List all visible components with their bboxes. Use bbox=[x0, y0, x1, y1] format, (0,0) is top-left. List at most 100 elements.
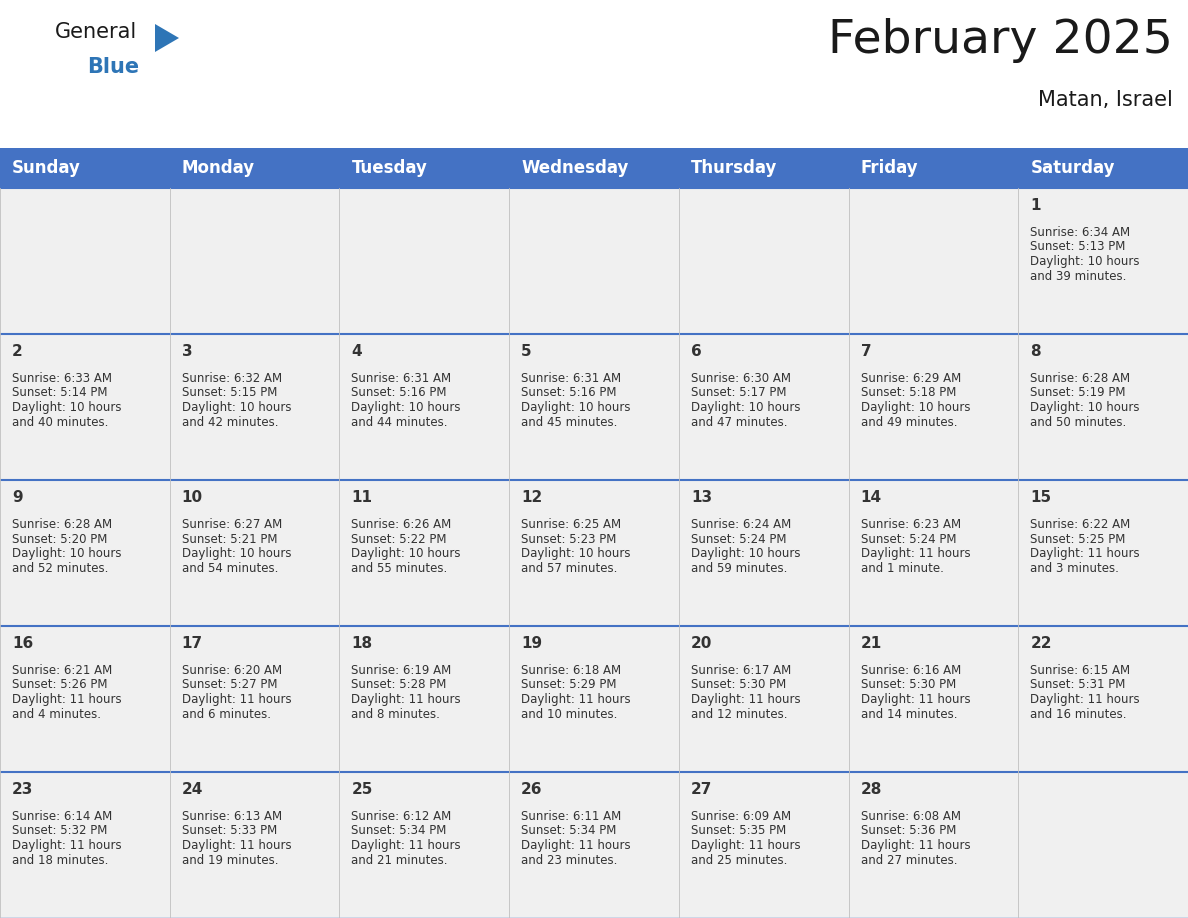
Text: Sunrise: 6:11 AM: Sunrise: 6:11 AM bbox=[522, 810, 621, 823]
Text: Sunrise: 6:20 AM: Sunrise: 6:20 AM bbox=[182, 664, 282, 677]
Text: 10: 10 bbox=[182, 490, 203, 505]
Text: Sunset: 5:17 PM: Sunset: 5:17 PM bbox=[691, 386, 786, 399]
Text: Sunrise: 6:23 AM: Sunrise: 6:23 AM bbox=[860, 518, 961, 531]
Text: Sunset: 5:23 PM: Sunset: 5:23 PM bbox=[522, 532, 617, 545]
Text: 23: 23 bbox=[12, 782, 33, 797]
Text: and 49 minutes.: and 49 minutes. bbox=[860, 416, 958, 429]
Text: 17: 17 bbox=[182, 636, 203, 651]
Text: Sunset: 5:18 PM: Sunset: 5:18 PM bbox=[860, 386, 956, 399]
Text: and 1 minute.: and 1 minute. bbox=[860, 562, 943, 575]
Polygon shape bbox=[154, 24, 179, 52]
Text: 8: 8 bbox=[1030, 344, 1041, 359]
Text: Sunrise: 6:17 AM: Sunrise: 6:17 AM bbox=[691, 664, 791, 677]
Text: and 52 minutes.: and 52 minutes. bbox=[12, 562, 108, 575]
Text: Sunset: 5:36 PM: Sunset: 5:36 PM bbox=[860, 824, 956, 837]
Bar bbox=[0, 480, 1188, 626]
Text: Daylight: 11 hours: Daylight: 11 hours bbox=[1030, 547, 1140, 560]
Text: Sunset: 5:31 PM: Sunset: 5:31 PM bbox=[1030, 678, 1126, 691]
Text: Sunset: 5:27 PM: Sunset: 5:27 PM bbox=[182, 678, 277, 691]
Text: Sunrise: 6:12 AM: Sunrise: 6:12 AM bbox=[352, 810, 451, 823]
Text: and 8 minutes.: and 8 minutes. bbox=[352, 708, 441, 721]
Text: Monday: Monday bbox=[182, 159, 255, 177]
Text: and 27 minutes.: and 27 minutes. bbox=[860, 854, 958, 867]
Text: Sunrise: 6:18 AM: Sunrise: 6:18 AM bbox=[522, 664, 621, 677]
Text: Daylight: 11 hours: Daylight: 11 hours bbox=[860, 839, 971, 852]
Text: Daylight: 11 hours: Daylight: 11 hours bbox=[691, 839, 801, 852]
Text: Sunset: 5:30 PM: Sunset: 5:30 PM bbox=[691, 678, 786, 691]
Text: Daylight: 10 hours: Daylight: 10 hours bbox=[860, 401, 971, 414]
Text: Sunset: 5:21 PM: Sunset: 5:21 PM bbox=[182, 532, 277, 545]
Text: and 57 minutes.: and 57 minutes. bbox=[522, 562, 618, 575]
Text: Daylight: 11 hours: Daylight: 11 hours bbox=[1030, 693, 1140, 706]
Text: Sunrise: 6:33 AM: Sunrise: 6:33 AM bbox=[12, 372, 112, 385]
Text: Sunset: 5:29 PM: Sunset: 5:29 PM bbox=[522, 678, 617, 691]
Text: Sunrise: 6:30 AM: Sunrise: 6:30 AM bbox=[691, 372, 791, 385]
Text: Sunrise: 6:21 AM: Sunrise: 6:21 AM bbox=[12, 664, 112, 677]
Text: Sunrise: 6:28 AM: Sunrise: 6:28 AM bbox=[12, 518, 112, 531]
Text: 3: 3 bbox=[182, 344, 192, 359]
Text: and 54 minutes.: and 54 minutes. bbox=[182, 562, 278, 575]
Text: Wednesday: Wednesday bbox=[522, 159, 628, 177]
Text: Sunset: 5:19 PM: Sunset: 5:19 PM bbox=[1030, 386, 1126, 399]
Text: Sunset: 5:20 PM: Sunset: 5:20 PM bbox=[12, 532, 107, 545]
Text: Sunset: 5:35 PM: Sunset: 5:35 PM bbox=[691, 824, 786, 837]
Text: Daylight: 11 hours: Daylight: 11 hours bbox=[860, 547, 971, 560]
Text: 13: 13 bbox=[691, 490, 712, 505]
Text: and 25 minutes.: and 25 minutes. bbox=[691, 854, 788, 867]
Text: Daylight: 11 hours: Daylight: 11 hours bbox=[182, 693, 291, 706]
Text: 15: 15 bbox=[1030, 490, 1051, 505]
Text: 22: 22 bbox=[1030, 636, 1051, 651]
Text: 5: 5 bbox=[522, 344, 532, 359]
Text: Daylight: 10 hours: Daylight: 10 hours bbox=[691, 547, 801, 560]
Text: and 18 minutes.: and 18 minutes. bbox=[12, 854, 108, 867]
Text: Sunrise: 6:34 AM: Sunrise: 6:34 AM bbox=[1030, 226, 1131, 239]
Text: Sunset: 5:24 PM: Sunset: 5:24 PM bbox=[860, 532, 956, 545]
Text: 21: 21 bbox=[860, 636, 881, 651]
Text: and 14 minutes.: and 14 minutes. bbox=[860, 708, 958, 721]
Text: Daylight: 11 hours: Daylight: 11 hours bbox=[12, 839, 121, 852]
Text: Sunrise: 6:16 AM: Sunrise: 6:16 AM bbox=[860, 664, 961, 677]
Text: Daylight: 10 hours: Daylight: 10 hours bbox=[522, 401, 631, 414]
Text: Thursday: Thursday bbox=[691, 159, 777, 177]
Text: 27: 27 bbox=[691, 782, 713, 797]
Text: Sunrise: 6:24 AM: Sunrise: 6:24 AM bbox=[691, 518, 791, 531]
Text: Sunrise: 6:27 AM: Sunrise: 6:27 AM bbox=[182, 518, 282, 531]
Text: Sunrise: 6:13 AM: Sunrise: 6:13 AM bbox=[182, 810, 282, 823]
Text: Sunrise: 6:22 AM: Sunrise: 6:22 AM bbox=[1030, 518, 1131, 531]
Text: and 23 minutes.: and 23 minutes. bbox=[522, 854, 618, 867]
Text: Daylight: 11 hours: Daylight: 11 hours bbox=[12, 693, 121, 706]
Text: Sunset: 5:14 PM: Sunset: 5:14 PM bbox=[12, 386, 107, 399]
Text: Sunrise: 6:29 AM: Sunrise: 6:29 AM bbox=[860, 372, 961, 385]
Text: Daylight: 10 hours: Daylight: 10 hours bbox=[352, 547, 461, 560]
Text: Sunrise: 6:19 AM: Sunrise: 6:19 AM bbox=[352, 664, 451, 677]
Text: and 40 minutes.: and 40 minutes. bbox=[12, 416, 108, 429]
Text: Sunset: 5:30 PM: Sunset: 5:30 PM bbox=[860, 678, 956, 691]
Text: 26: 26 bbox=[522, 782, 543, 797]
Text: Blue: Blue bbox=[87, 57, 139, 77]
Text: 25: 25 bbox=[352, 782, 373, 797]
Text: 4: 4 bbox=[352, 344, 362, 359]
Text: Daylight: 10 hours: Daylight: 10 hours bbox=[12, 401, 121, 414]
Text: Sunrise: 6:08 AM: Sunrise: 6:08 AM bbox=[860, 810, 961, 823]
Text: Sunrise: 6:32 AM: Sunrise: 6:32 AM bbox=[182, 372, 282, 385]
Bar bbox=[0, 772, 1188, 918]
Text: 12: 12 bbox=[522, 490, 543, 505]
Text: General: General bbox=[55, 22, 138, 42]
Text: and 50 minutes.: and 50 minutes. bbox=[1030, 416, 1126, 429]
Text: Daylight: 11 hours: Daylight: 11 hours bbox=[522, 839, 631, 852]
Text: Sunset: 5:26 PM: Sunset: 5:26 PM bbox=[12, 678, 107, 691]
Text: and 59 minutes.: and 59 minutes. bbox=[691, 562, 788, 575]
Text: Sunset: 5:33 PM: Sunset: 5:33 PM bbox=[182, 824, 277, 837]
Text: and 4 minutes.: and 4 minutes. bbox=[12, 708, 101, 721]
Text: Sunset: 5:15 PM: Sunset: 5:15 PM bbox=[182, 386, 277, 399]
Text: and 55 minutes.: and 55 minutes. bbox=[352, 562, 448, 575]
Text: Daylight: 10 hours: Daylight: 10 hours bbox=[1030, 401, 1139, 414]
Text: Sunrise: 6:09 AM: Sunrise: 6:09 AM bbox=[691, 810, 791, 823]
Text: Sunset: 5:24 PM: Sunset: 5:24 PM bbox=[691, 532, 786, 545]
Text: and 39 minutes.: and 39 minutes. bbox=[1030, 270, 1126, 283]
Text: Sunset: 5:16 PM: Sunset: 5:16 PM bbox=[522, 386, 617, 399]
Text: Daylight: 11 hours: Daylight: 11 hours bbox=[691, 693, 801, 706]
Text: and 3 minutes.: and 3 minutes. bbox=[1030, 562, 1119, 575]
Text: Sunrise: 6:15 AM: Sunrise: 6:15 AM bbox=[1030, 664, 1131, 677]
Text: Sunrise: 6:31 AM: Sunrise: 6:31 AM bbox=[522, 372, 621, 385]
